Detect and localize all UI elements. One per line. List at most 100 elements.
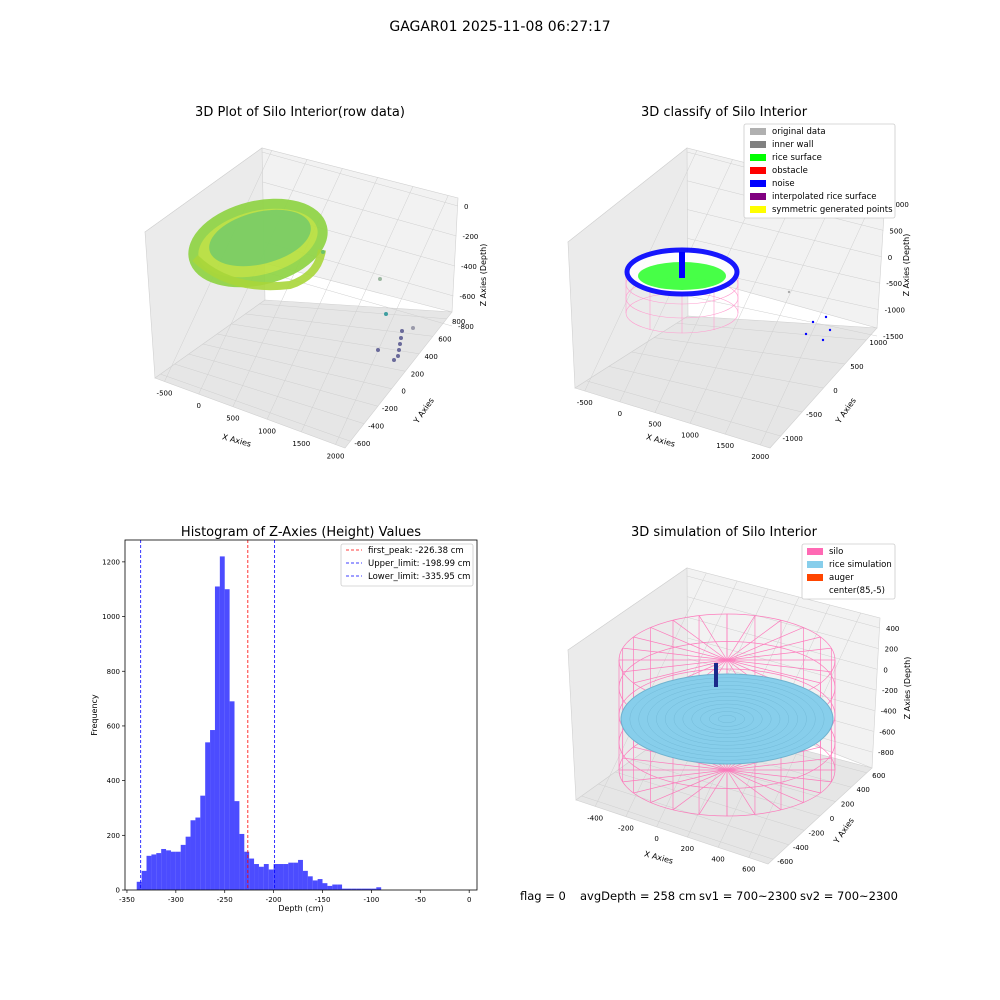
grid-line	[689, 177, 805, 424]
z-tick-label: -200	[463, 233, 479, 241]
noise-point	[787, 290, 791, 294]
z-tick-label: -800	[878, 749, 894, 757]
histogram-bar	[342, 888, 347, 890]
classify-ylabel: Y Axies	[833, 396, 858, 426]
histogram-bar	[356, 888, 362, 890]
y-tick-label: 0	[833, 387, 837, 395]
histogram-reference-lines	[140, 540, 276, 890]
rice-mesh-ring	[647, 685, 807, 753]
y-tick-label: 1000	[102, 613, 120, 621]
histogram-bar	[214, 586, 220, 890]
grid-line	[760, 195, 876, 446]
raw-xlabel: X Axies	[221, 432, 252, 448]
y-tick-label: 1000	[869, 339, 887, 347]
y-tick-label: 600	[438, 335, 451, 343]
x-tick-label: 600	[742, 866, 755, 874]
simulation-legend: silo rice simulation auger center(85,-5)	[801, 543, 896, 600]
legend-label: obstacle	[772, 166, 808, 176]
histogram-bar	[156, 853, 162, 890]
grid-line	[262, 181, 457, 237]
histogram-bar	[244, 851, 250, 890]
y-tick-label: -200	[382, 405, 398, 413]
panel-classify-3d: 3D classify of Silo Interior -500	[567, 105, 911, 461]
legend-swatch	[750, 128, 766, 135]
z-tick-label: 0	[464, 203, 468, 211]
histogram-bar	[234, 801, 240, 890]
silo-roof-spoke	[698, 615, 728, 661]
z-tick-label: 200	[885, 646, 898, 654]
y-tick-label: 600	[872, 772, 885, 780]
silo-floor-spoke	[633, 769, 728, 794]
histogram-bar	[322, 883, 328, 890]
rice-mesh-ring	[664, 692, 790, 746]
legend-label: original data	[772, 127, 826, 137]
legend-swatch	[750, 193, 766, 200]
histogram-bar	[283, 864, 289, 890]
z-tick-label: -400	[461, 263, 477, 271]
histogram-bar	[302, 870, 308, 890]
silo-floor-spoke	[650, 769, 728, 803]
histogram-bar	[293, 862, 299, 890]
classify-legend: original data inner wall rice surface obsta…	[743, 123, 896, 219]
x-tick-label: 0	[196, 402, 200, 410]
simulation-rice-surface	[620, 673, 834, 765]
silo-roof-spoke	[726, 659, 821, 684]
grid-line	[724, 186, 840, 435]
silo-floor-spoke	[726, 769, 782, 811]
histogram-bar	[210, 730, 215, 890]
y-tick-label: 600	[107, 722, 120, 730]
noise-point	[828, 328, 832, 332]
grid-line	[188, 353, 378, 407]
legend-label: rice surface	[772, 153, 822, 163]
histogram-bar	[190, 820, 196, 890]
z-tick-label: 1000	[891, 201, 909, 209]
grid-line	[687, 209, 882, 258]
legend-swatch	[750, 141, 766, 148]
rice-mesh-ring	[638, 681, 816, 757]
rice-mesh-ring	[629, 677, 825, 761]
footer-flag: flag = 0	[520, 889, 566, 903]
simulation-zlabel: Z Axies (Depth)	[903, 657, 912, 720]
histogram-y-ticks: 0 200 400 600 800 1000 1200	[102, 558, 125, 895]
legend-label: rice simulation	[829, 560, 892, 570]
footer-sv2: sv2 = 700~2300	[800, 889, 898, 903]
panel-classify-title: 3D classify of Silo Interior	[641, 105, 808, 120]
histogram-bar	[312, 880, 318, 890]
rice-mesh-ring	[673, 696, 781, 742]
histogram-bar	[166, 850, 171, 890]
histogram-bar	[146, 855, 152, 890]
rice-mesh-ring	[709, 711, 745, 727]
histogram-bar	[185, 836, 191, 890]
grid-line	[654, 337, 845, 365]
z-tick-label: -600	[460, 293, 476, 301]
legend-swatch	[807, 561, 823, 568]
histogram-bar	[136, 881, 142, 890]
y-tick-label: 1200	[102, 558, 120, 566]
silo-floor-spoke	[726, 757, 832, 771]
y-tick-label: -400	[793, 844, 809, 852]
grid-line	[608, 366, 803, 413]
x-tick-label: -400	[587, 814, 603, 822]
legend-label: Upper_limit: -198.99 cm	[368, 559, 471, 569]
histogram-bar	[141, 870, 147, 890]
histogram-bar	[254, 864, 259, 890]
silo-floor-spoke	[726, 769, 804, 803]
histogram-bar	[180, 844, 186, 890]
x-tick-label: -100	[363, 896, 379, 904]
legend-label: interpolated rice surface	[772, 192, 877, 202]
legend-label: symmetric generated points	[772, 205, 893, 215]
z-tick-label: -400	[881, 708, 897, 716]
x-tick-label: 1500	[716, 442, 734, 450]
y-tick-label: 200	[107, 832, 120, 840]
legend-swatch	[750, 206, 766, 213]
silo-roof-spoke	[633, 659, 728, 684]
raw-stray-point	[384, 312, 388, 316]
histogram-bar	[337, 884, 343, 890]
x-tick-label: -150	[315, 896, 331, 904]
panel-histogram: Histogram of Z-Axies (Height) Values -35…	[90, 525, 478, 913]
grid-line	[266, 177, 378, 420]
raw-stray-point	[376, 348, 380, 352]
grid-line	[687, 596, 879, 649]
y-tick-label: 0	[401, 388, 405, 396]
